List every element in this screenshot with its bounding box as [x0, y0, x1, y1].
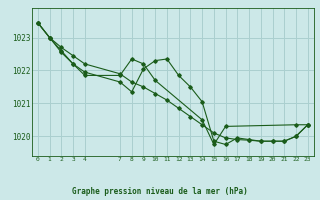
Text: Graphe pression niveau de la mer (hPa): Graphe pression niveau de la mer (hPa) [72, 187, 248, 196]
